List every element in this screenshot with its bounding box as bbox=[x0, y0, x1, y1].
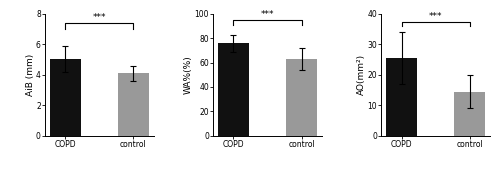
Bar bbox=[118, 73, 148, 136]
Bar bbox=[218, 43, 249, 136]
Text: ***: *** bbox=[429, 12, 442, 21]
Bar bbox=[50, 59, 80, 136]
Y-axis label: AiB (mm): AiB (mm) bbox=[26, 54, 35, 96]
Bar bbox=[454, 92, 485, 136]
Bar bbox=[286, 59, 317, 136]
Y-axis label: WA%(%): WA%(%) bbox=[184, 56, 193, 94]
Bar bbox=[386, 58, 417, 136]
Y-axis label: AO(mm²): AO(mm²) bbox=[357, 54, 366, 95]
Text: ***: *** bbox=[92, 13, 106, 22]
Text: ***: *** bbox=[261, 10, 274, 19]
